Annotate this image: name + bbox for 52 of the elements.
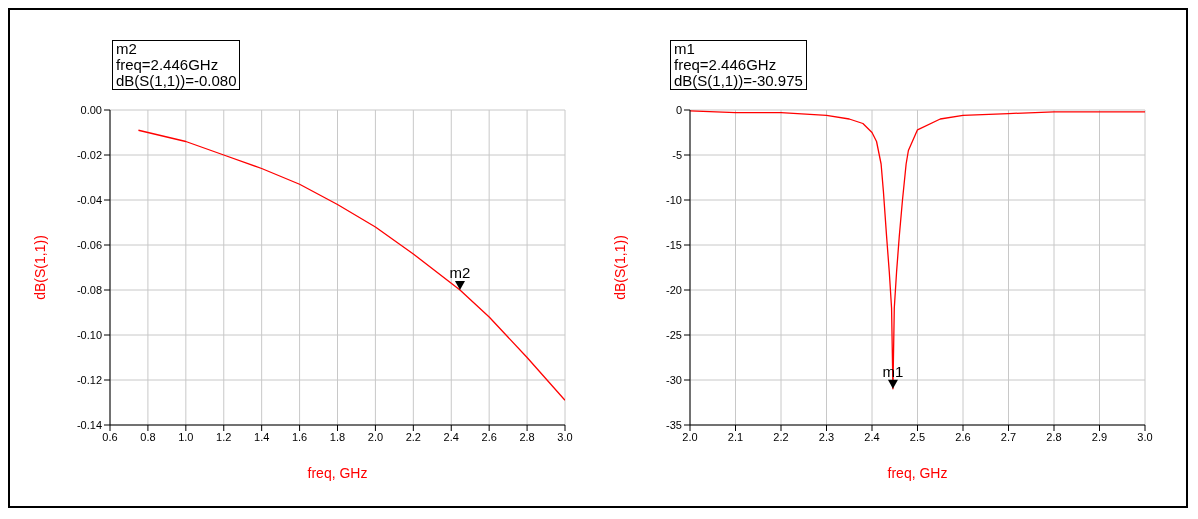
x-tick-label: 2.7: [1000, 430, 1017, 443]
y-tick-label: 0.00: [80, 103, 102, 116]
x-tick-label: 2.9: [1091, 430, 1108, 443]
x-tick-label: 2.0: [682, 430, 698, 443]
x-tick-label: 0.6: [102, 430, 118, 443]
x-tick-label: 1.0: [178, 430, 194, 443]
x-tick-label: 1.8: [329, 430, 346, 443]
x-tick-label: 2.8: [1046, 430, 1062, 443]
y-axis-title: dB(S(1,1)): [31, 235, 48, 300]
y-tick-label: -0.04: [76, 193, 102, 206]
y-tick-label: -0.06: [76, 238, 102, 251]
y-tick-label: -0.12: [76, 373, 102, 386]
x-tick-label: 2.0: [367, 430, 384, 443]
x-axis-title: freq, GHz: [887, 465, 948, 481]
y-tick-label: -5: [672, 148, 682, 161]
x-tick-label: 2.1: [727, 430, 744, 443]
x-tick-label: 2.8: [519, 430, 535, 443]
y-tick-label: -25: [666, 328, 682, 341]
x-tick-label: 2.3: [818, 430, 835, 443]
y-tick-label: -0.08: [76, 283, 102, 296]
x-tick-label: 1.2: [216, 430, 232, 443]
text: freq=2.446GHz: [116, 56, 220, 73]
x-tick-label: 0.8: [140, 430, 156, 443]
y-tick-label: -35: [666, 418, 682, 431]
x-tick-label: 2.2: [773, 430, 789, 443]
y-tick-label: -0.02: [76, 148, 102, 161]
text: dB(S(1,1))=-30.975: [674, 72, 803, 89]
text: dB(S(1,1))=-0.080: [116, 72, 237, 89]
y-tick-label: 0: [675, 103, 682, 116]
x-axis-title: freq, GHz: [307, 465, 368, 481]
text: m2: [116, 40, 138, 57]
text: m1: [674, 40, 696, 57]
y-tick-label: -10: [666, 193, 682, 206]
y-axis-title: dB(S(1,1)): [611, 235, 628, 300]
x-tick-label: 2.2: [405, 430, 421, 443]
x-tick-label: 2.6: [955, 430, 971, 443]
annotation: m2: [449, 264, 471, 281]
y-tick-label: -20: [666, 283, 682, 296]
line-series: [137, 129, 565, 401]
x-tick-label: 2.4: [443, 430, 459, 443]
y-tick-label: -0.14: [76, 418, 102, 431]
x-tick-label: 2.6: [481, 430, 497, 443]
x-tick-label: 1.4: [254, 430, 270, 443]
y-tick-label: -0.10: [76, 328, 102, 341]
x-tick-label: 1.6: [291, 430, 308, 443]
x-tick-label: 2.4: [864, 430, 880, 443]
text: freq=2.446GHz: [674, 56, 778, 73]
x-tick-label: 3.0: [557, 430, 573, 443]
x-tick-label: 2.5: [909, 430, 926, 443]
x-tick-label: 3.0: [1137, 430, 1153, 443]
y-tick-label: -15: [666, 238, 682, 251]
y-tick-label: -30: [666, 373, 682, 386]
